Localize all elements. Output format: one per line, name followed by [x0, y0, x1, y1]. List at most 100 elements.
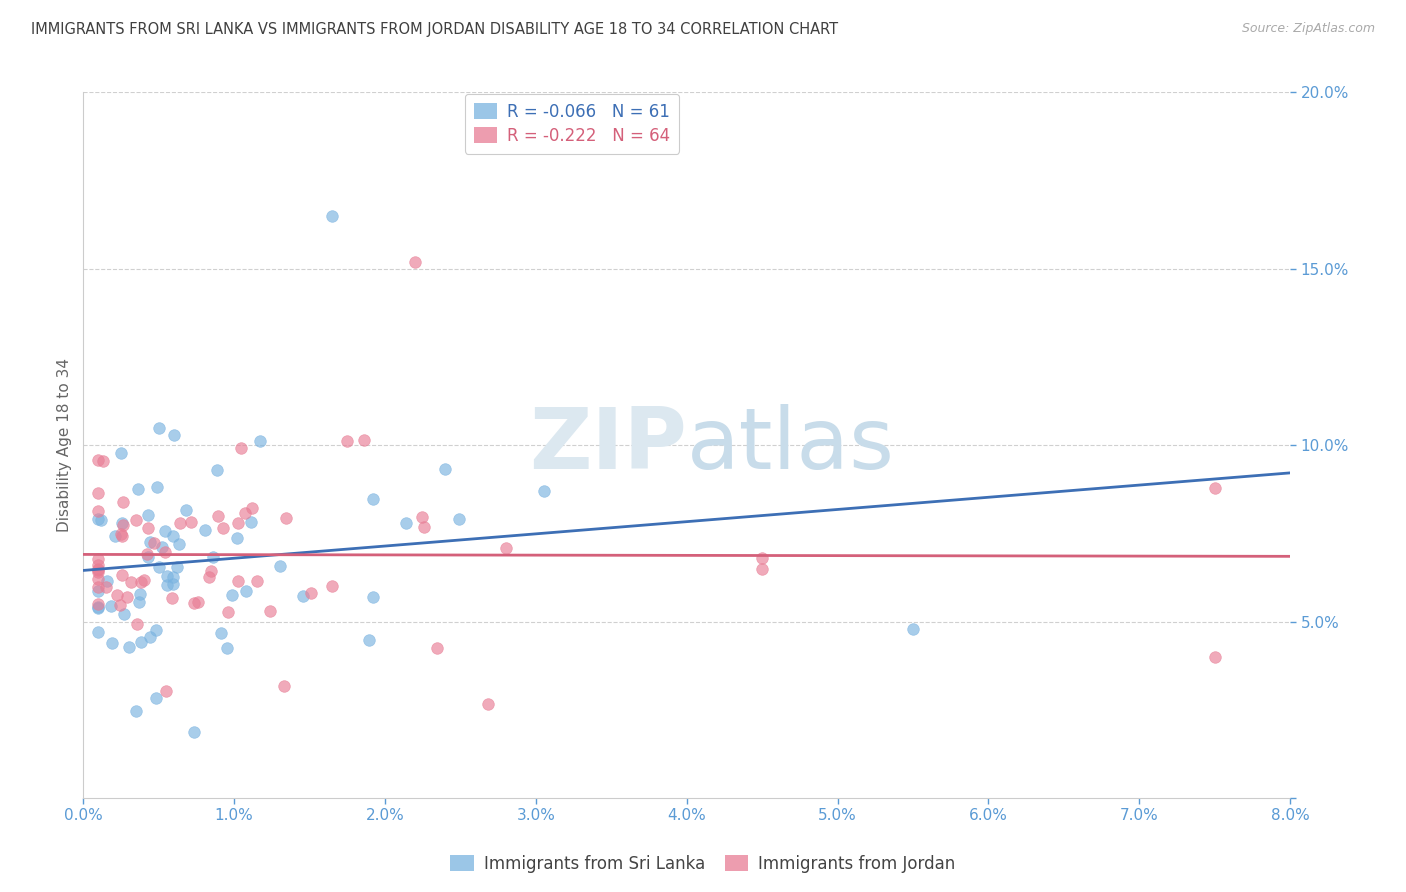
Point — [215, 641, 238, 656]
Point — [269, 558, 291, 573]
Point — [201, 550, 224, 565]
Point — [112, 607, 135, 621]
Point — [111, 516, 134, 530]
Point — [128, 587, 150, 601]
Point — [129, 574, 152, 589]
Point — [477, 697, 499, 711]
Point — [194, 524, 217, 538]
Text: IMMIGRANTS FROM SRI LANKA VS IMMIGRANTS FROM JORDAN DISABILITY AGE 18 TO 34 CORR: IMMIGRANTS FROM SRI LANKA VS IMMIGRANTS … — [31, 22, 838, 37]
Point — [124, 513, 146, 527]
Point — [412, 520, 434, 534]
Point — [136, 550, 159, 565]
Point — [411, 510, 433, 524]
Point — [167, 537, 190, 551]
Legend: Immigrants from Sri Lanka, Immigrants from Jordan: Immigrants from Sri Lanka, Immigrants fr… — [444, 848, 962, 880]
Point — [145, 690, 167, 705]
Point — [87, 599, 110, 614]
Point — [87, 600, 110, 615]
Point — [148, 560, 170, 574]
Point — [533, 484, 555, 499]
Point — [447, 512, 470, 526]
Point — [148, 420, 170, 434]
Point — [363, 591, 385, 605]
Point — [183, 724, 205, 739]
Point — [359, 632, 381, 647]
Point — [87, 563, 110, 577]
Point — [242, 501, 264, 516]
Point — [87, 584, 110, 599]
Point — [495, 541, 517, 555]
Point — [155, 545, 177, 559]
Point — [150, 540, 173, 554]
Point — [87, 624, 110, 639]
Point — [120, 575, 142, 590]
Point — [321, 209, 343, 223]
Point — [146, 479, 169, 493]
Point — [93, 454, 115, 468]
Point — [136, 521, 159, 535]
Point — [273, 679, 295, 693]
Legend: R = -0.066   N = 61, R = -0.222   N = 64: R = -0.066 N = 61, R = -0.222 N = 64 — [464, 94, 679, 153]
Point — [160, 591, 183, 606]
Point — [162, 529, 184, 543]
Point — [169, 516, 191, 531]
Point — [209, 626, 232, 640]
Point — [125, 705, 148, 719]
Point — [211, 521, 233, 535]
Point — [153, 524, 176, 538]
Point — [128, 595, 150, 609]
Point — [87, 572, 110, 586]
Point — [110, 527, 132, 541]
Point — [87, 565, 110, 579]
Point — [274, 511, 297, 525]
Point — [299, 586, 322, 600]
Point — [108, 599, 131, 613]
Point — [127, 482, 149, 496]
Point — [180, 516, 202, 530]
Point — [87, 562, 110, 576]
Point — [136, 508, 159, 523]
Point — [156, 578, 179, 592]
Point — [101, 636, 124, 650]
Point — [353, 433, 375, 447]
Point — [90, 513, 112, 527]
Point — [94, 581, 117, 595]
Point — [125, 617, 148, 632]
Point — [205, 463, 228, 477]
Point — [135, 547, 157, 561]
Point — [145, 623, 167, 637]
Point — [404, 254, 426, 268]
Point — [226, 574, 249, 588]
Point — [221, 588, 243, 602]
Point — [142, 535, 165, 549]
Point — [239, 515, 262, 529]
Point — [87, 452, 110, 467]
Point — [100, 599, 122, 613]
Point — [321, 579, 343, 593]
Point — [162, 577, 184, 591]
Point — [200, 564, 222, 578]
Point — [395, 516, 418, 530]
Point — [751, 551, 773, 566]
Point — [186, 595, 208, 609]
Point — [139, 535, 162, 549]
Point — [1204, 481, 1226, 495]
Point — [259, 604, 281, 618]
Point — [174, 503, 197, 517]
Point — [207, 508, 229, 523]
Point — [163, 427, 186, 442]
Point — [229, 441, 252, 455]
Point — [138, 630, 160, 644]
Point — [336, 434, 359, 448]
Point — [87, 551, 110, 566]
Point — [111, 495, 134, 509]
Point — [111, 568, 134, 582]
Point — [87, 485, 110, 500]
Point — [198, 570, 221, 584]
Point — [104, 529, 127, 543]
Text: atlas: atlas — [686, 404, 894, 487]
Point — [112, 517, 135, 532]
Point — [118, 640, 141, 655]
Point — [901, 622, 924, 636]
Point — [235, 584, 257, 599]
